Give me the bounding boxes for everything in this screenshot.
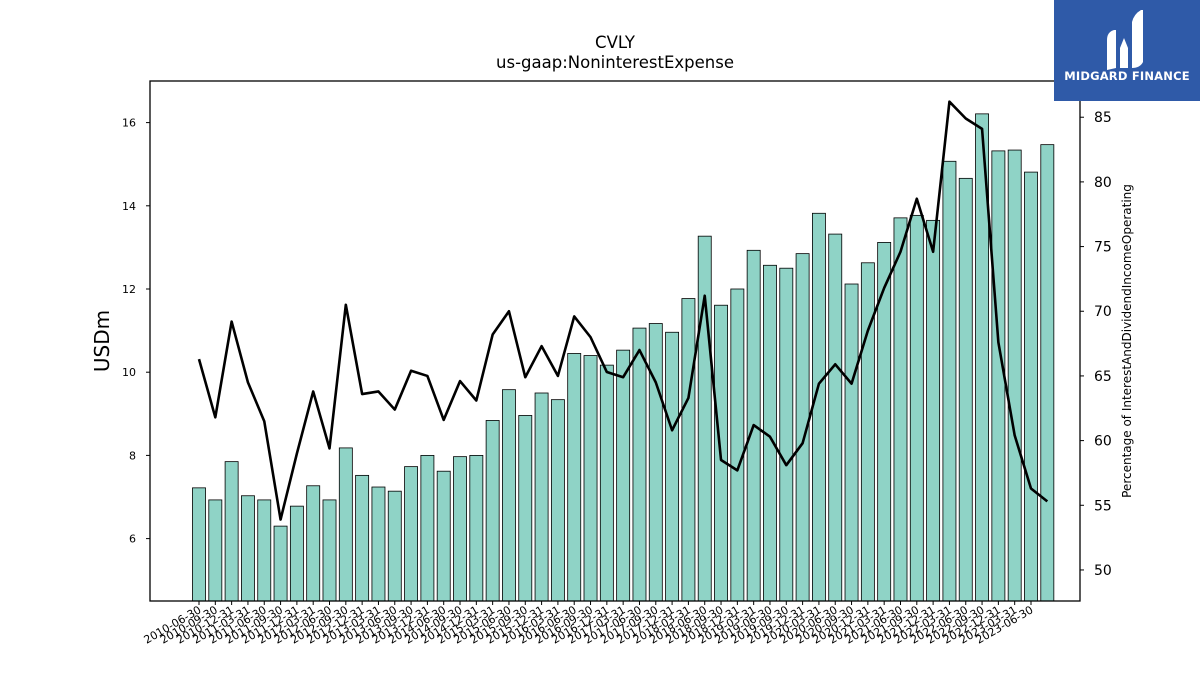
bar bbox=[681, 298, 696, 602]
bar bbox=[338, 447, 353, 602]
midgard-logo-icon bbox=[1107, 10, 1143, 70]
bar bbox=[420, 454, 435, 602]
series-line bbox=[197, 100, 1049, 521]
bar bbox=[289, 505, 304, 602]
bar bbox=[583, 355, 598, 602]
bar bbox=[828, 233, 843, 602]
bar bbox=[469, 454, 484, 602]
bar bbox=[1007, 149, 1022, 602]
bar bbox=[192, 487, 206, 602]
logo-text: MIDGARD FINANCE bbox=[1064, 69, 1190, 83]
bar bbox=[860, 262, 875, 602]
bar bbox=[616, 349, 631, 602]
bar bbox=[502, 389, 516, 602]
bar bbox=[926, 219, 941, 602]
bar bbox=[453, 456, 467, 602]
bar bbox=[812, 212, 826, 602]
bar bbox=[632, 327, 647, 602]
y-left-tick-label: 12 bbox=[122, 283, 136, 296]
bar bbox=[844, 283, 859, 602]
bar bbox=[550, 399, 565, 602]
bar bbox=[567, 353, 582, 602]
y-left-tick-label: 8 bbox=[129, 449, 136, 462]
bar bbox=[208, 499, 223, 602]
bar bbox=[697, 235, 712, 602]
y-left-tick-label: 14 bbox=[122, 200, 136, 213]
y-right-tick-label: 60 bbox=[1094, 434, 1112, 450]
y-right-tick-label: 70 bbox=[1094, 304, 1112, 320]
bar bbox=[877, 242, 892, 602]
bar bbox=[257, 499, 272, 602]
bar bbox=[485, 420, 500, 602]
bar bbox=[371, 486, 386, 602]
bar bbox=[436, 470, 451, 602]
bars-layer bbox=[192, 113, 1055, 602]
bar bbox=[322, 499, 337, 602]
bar bbox=[730, 288, 745, 602]
bar bbox=[958, 177, 973, 602]
y-axis-left-label: USDm bbox=[90, 310, 114, 372]
y-right-tick-label: 65 bbox=[1094, 369, 1112, 385]
chart-title: CVLY bbox=[595, 33, 636, 52]
bar bbox=[224, 461, 239, 602]
bar bbox=[518, 415, 533, 602]
plot-frame bbox=[149, 80, 1081, 602]
bar bbox=[779, 267, 794, 602]
y-right-tick-label: 50 bbox=[1094, 563, 1112, 579]
bar bbox=[665, 331, 680, 602]
bar bbox=[387, 490, 402, 602]
y-right-tick-label: 85 bbox=[1094, 110, 1112, 126]
bar bbox=[241, 495, 255, 602]
bar bbox=[534, 392, 549, 602]
line-layer bbox=[197, 100, 1049, 521]
bar bbox=[909, 214, 924, 602]
axes-layer: 681012141650556065707580852010-06-302010… bbox=[122, 80, 1112, 647]
bar bbox=[1024, 171, 1038, 602]
bar bbox=[306, 485, 321, 602]
bar bbox=[648, 323, 663, 602]
chart-subtitle: us-gaap:NoninterestExpense bbox=[496, 53, 734, 72]
y-left-tick-label: 6 bbox=[129, 533, 136, 546]
bar bbox=[355, 474, 370, 602]
bar bbox=[893, 217, 908, 602]
y-right-tick-label: 75 bbox=[1094, 240, 1112, 256]
y-left-tick-label: 10 bbox=[122, 366, 136, 379]
y-right-tick-label: 80 bbox=[1094, 175, 1112, 191]
bar bbox=[1040, 144, 1055, 602]
y-left-tick-label: 16 bbox=[122, 117, 136, 130]
bar bbox=[599, 364, 614, 602]
bar bbox=[404, 466, 418, 602]
bar bbox=[991, 150, 1006, 602]
bar bbox=[942, 160, 957, 602]
y-axis-right-label: Percentage of InterestAndDividendIncomeO… bbox=[1120, 184, 1134, 498]
y-right-tick-label: 55 bbox=[1094, 498, 1112, 514]
midgard-finance-logo: MIDGARD FINANCE bbox=[1054, 0, 1200, 101]
bar bbox=[273, 525, 288, 602]
